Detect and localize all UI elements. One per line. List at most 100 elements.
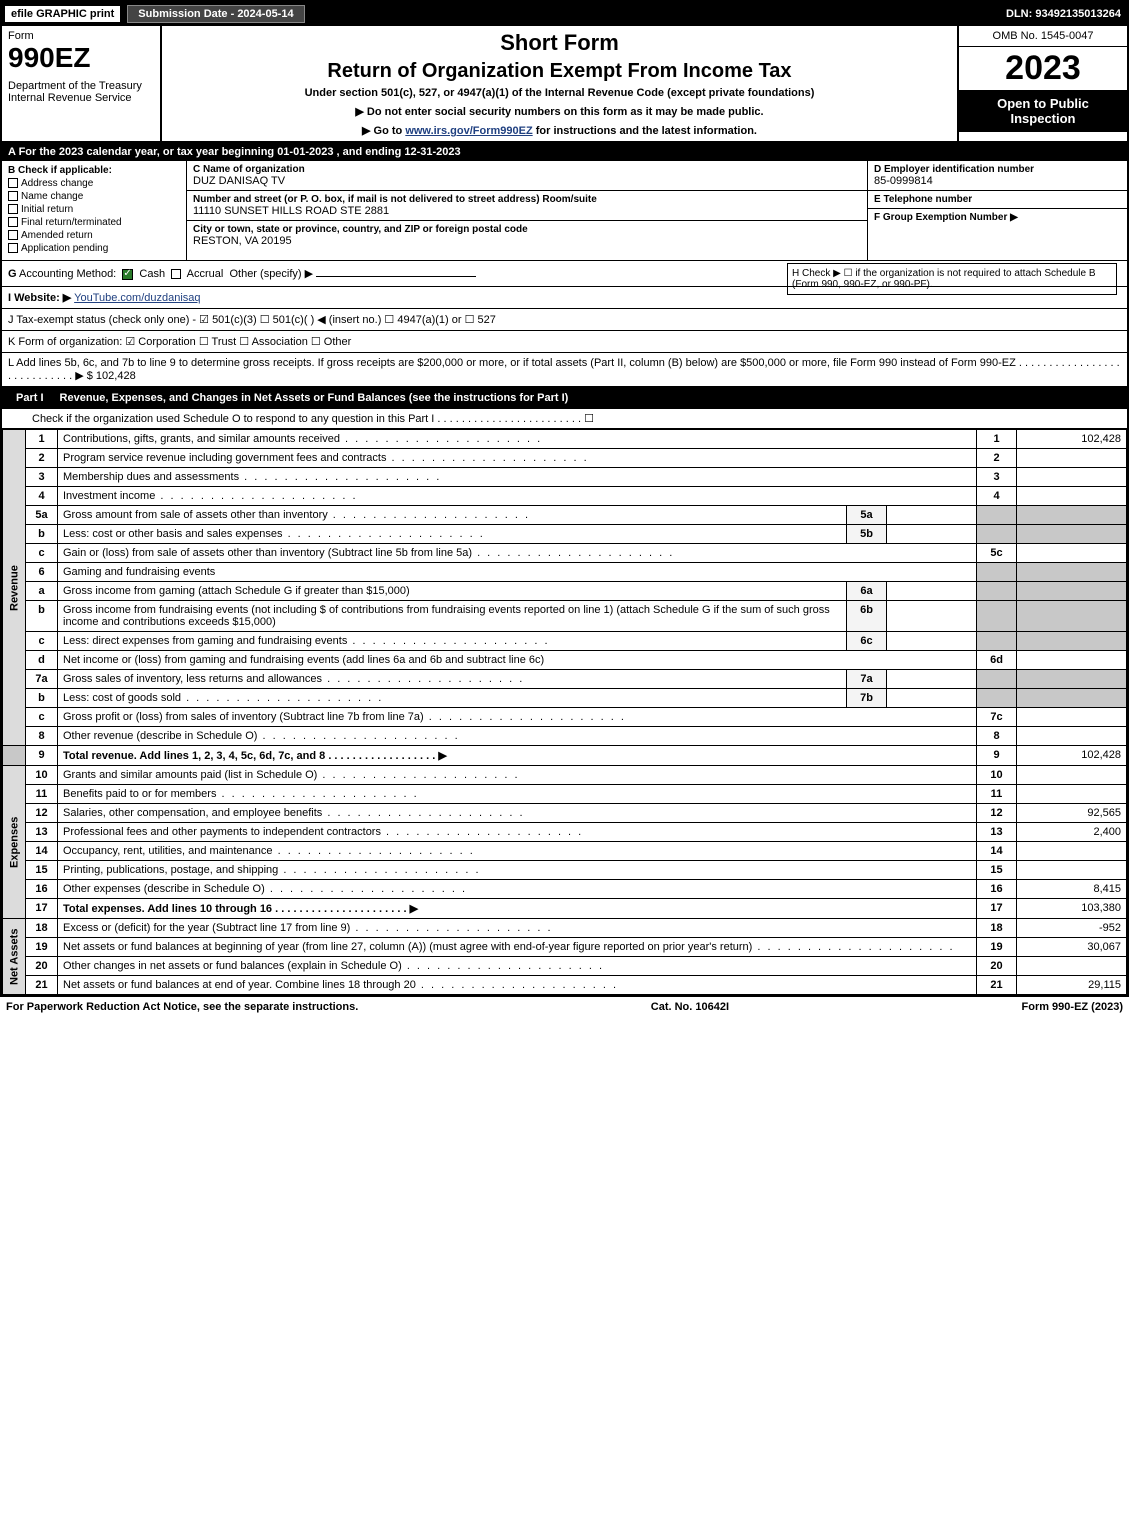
chk-address[interactable]: Address change	[8, 178, 180, 189]
ln-10: 10	[26, 766, 58, 785]
rnum-14: 14	[977, 842, 1017, 861]
amt-10	[1017, 766, 1127, 785]
subtitle: Under section 501(c), 527, or 4947(a)(1)…	[170, 87, 949, 99]
desc-6c: Less: direct expenses from gaming and fu…	[63, 635, 550, 647]
footer-mid: Cat. No. 10642I	[651, 1001, 729, 1013]
desc-20: Other changes in net assets or fund bala…	[63, 960, 604, 972]
org-name-label: C Name of organization	[193, 164, 861, 175]
amt-17: 103,380	[1017, 899, 1127, 919]
submission-date: Submission Date - 2024-05-14	[127, 5, 304, 23]
desc-1: Contributions, gifts, grants, and simila…	[63, 433, 542, 445]
chk-amended[interactable]: Amended return	[8, 230, 180, 241]
desc-16: Other expenses (describe in Schedule O)	[63, 883, 467, 895]
sub-5b: 5b	[847, 525, 887, 544]
ln-5b: b	[26, 525, 58, 544]
website-label: I Website: ▶	[8, 292, 71, 304]
side-net-assets: Net Assets	[3, 919, 26, 995]
desc-15: Printing, publications, postage, and shi…	[63, 864, 481, 876]
desc-21: Net assets or fund balances at end of ye…	[63, 979, 618, 991]
ln-19: 19	[26, 938, 58, 957]
footer-right: Form 990-EZ (2023)	[1022, 1001, 1123, 1013]
accounting-method: G Accounting Method: Cash Accrual Other …	[8, 268, 476, 280]
amt-13: 2,400	[1017, 823, 1127, 842]
info-block: B Check if applicable: Address change Na…	[2, 161, 1127, 261]
tax-year: 2023	[959, 47, 1127, 90]
chk-pending[interactable]: Application pending	[8, 243, 180, 254]
desc-6d: Net income or (loss) from gaming and fun…	[58, 651, 977, 670]
desc-11: Benefits paid to or for members	[63, 788, 419, 800]
row-a: A For the 2023 calendar year, or tax yea…	[2, 143, 1127, 161]
sub-7b: 7b	[847, 689, 887, 708]
ln-6b: b	[26, 601, 58, 632]
ln-7c: c	[26, 708, 58, 727]
desc-19: Net assets or fund balances at beginning…	[63, 941, 955, 953]
line-k: K Form of organization: ☑ Corporation ☐ …	[2, 331, 1127, 353]
desc-9: Total revenue. Add lines 1, 2, 3, 4, 5c,…	[63, 750, 447, 762]
website-link[interactable]: YouTube.com/duzdanisaq	[74, 292, 200, 304]
ln-13: 13	[26, 823, 58, 842]
chk-final[interactable]: Final return/terminated	[8, 217, 180, 228]
ln-6: 6	[26, 563, 58, 582]
ln-6c: c	[26, 632, 58, 651]
chk-name[interactable]: Name change	[8, 191, 180, 202]
side-expenses: Expenses	[3, 766, 26, 919]
line-g: G Accounting Method: Cash Accrual Other …	[2, 261, 1127, 287]
line-l: L Add lines 5b, 6c, and 7b to line 9 to …	[2, 353, 1127, 387]
ein: 85-0999814	[874, 175, 1121, 187]
irs-link[interactable]: www.irs.gov/Form990EZ	[405, 125, 532, 137]
desc-5c: Gain or (loss) from sale of assets other…	[63, 547, 674, 559]
section-c: C Name of organization DUZ DANISAQ TV Nu…	[187, 161, 867, 260]
addr: 11110 SUNSET HILLS ROAD STE 2881	[193, 205, 861, 217]
desc-10: Grants and similar amounts paid (list in…	[63, 769, 520, 781]
desc-17: Total expenses. Add lines 10 through 16 …	[63, 903, 418, 915]
desc-14: Occupancy, rent, utilities, and maintena…	[63, 845, 475, 857]
form-label: Form	[8, 30, 154, 42]
department: Department of the Treasury Internal Reve…	[8, 80, 154, 104]
sub-6c: 6c	[847, 632, 887, 651]
section-b-label: B Check if applicable:	[8, 165, 180, 176]
desc-7a: Gross sales of inventory, less returns a…	[63, 673, 524, 685]
part-i-num: Part I	[8, 390, 52, 406]
amt-18: -952	[1017, 919, 1127, 938]
ln-6a: a	[26, 582, 58, 601]
efile-button[interactable]: efile GRAPHIC print	[4, 5, 121, 23]
page-footer: For Paperwork Reduction Act Notice, see …	[0, 997, 1129, 1017]
rnum-3: 3	[977, 468, 1017, 487]
amt-4	[1017, 487, 1127, 506]
desc-6a: Gross income from gaming (attach Schedul…	[58, 582, 847, 601]
rnum-1: 1	[977, 430, 1017, 449]
desc-5b: Less: cost or other basis and sales expe…	[63, 528, 485, 540]
rnum-20: 20	[977, 957, 1017, 976]
rnum-10: 10	[977, 766, 1017, 785]
rnum-19: 19	[977, 938, 1017, 957]
rnum-17: 17	[977, 899, 1017, 919]
rnum-11: 11	[977, 785, 1017, 804]
rnum-8: 8	[977, 727, 1017, 746]
amt-5c	[1017, 544, 1127, 563]
line-j: J Tax-exempt status (check only one) - ☑…	[2, 309, 1127, 331]
amt-16: 8,415	[1017, 880, 1127, 899]
chk-initial[interactable]: Initial return	[8, 204, 180, 215]
top-bar: efile GRAPHIC print Submission Date - 20…	[2, 2, 1127, 26]
ssn-warning: ▶ Do not enter social security numbers o…	[170, 105, 949, 118]
rnum-6d: 6d	[977, 651, 1017, 670]
ln-14: 14	[26, 842, 58, 861]
desc-2: Program service revenue including govern…	[63, 452, 589, 464]
amt-2	[1017, 449, 1127, 468]
desc-3: Membership dues and assessments	[63, 471, 441, 483]
rnum-4: 4	[977, 487, 1017, 506]
note-post: for instructions and the latest informat…	[533, 125, 757, 137]
ln-1: 1	[26, 430, 58, 449]
rnum-13: 13	[977, 823, 1017, 842]
side-revenue: Revenue	[3, 430, 26, 746]
part-i-sub: Check if the organization used Schedule …	[2, 409, 1127, 429]
rnum-9: 9	[977, 746, 1017, 766]
city: RESTON, VA 20195	[193, 235, 861, 247]
rnum-16: 16	[977, 880, 1017, 899]
amt-9: 102,428	[1017, 746, 1127, 766]
ln-9: 9	[26, 746, 58, 766]
desc-12: Salaries, other compensation, and employ…	[63, 807, 525, 819]
ln-16: 16	[26, 880, 58, 899]
desc-4: Investment income	[63, 490, 358, 502]
note-pre: ▶ Go to	[362, 125, 405, 137]
